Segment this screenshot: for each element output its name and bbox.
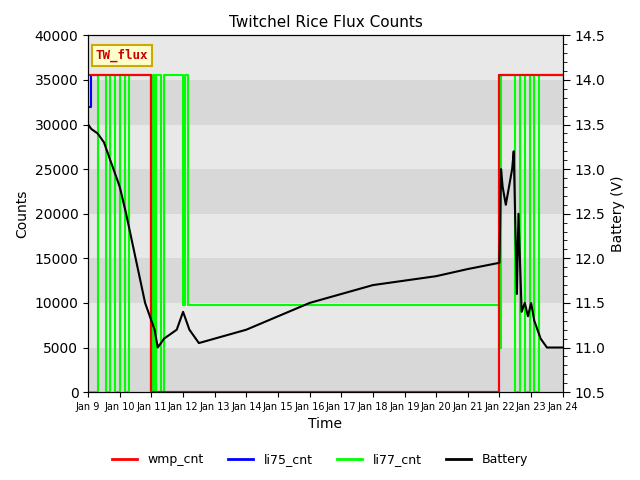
Y-axis label: Battery (V): Battery (V) bbox=[611, 176, 625, 252]
Bar bbox=[88, 214, 563, 258]
X-axis label: Time: Time bbox=[308, 418, 342, 432]
Bar bbox=[88, 258, 563, 303]
Title: Twitchel Rice Flux Counts: Twitchel Rice Flux Counts bbox=[228, 15, 422, 30]
Legend: wmp_cnt, li75_cnt, li77_cnt, Battery: wmp_cnt, li75_cnt, li77_cnt, Battery bbox=[107, 448, 533, 471]
Bar bbox=[88, 348, 563, 392]
Bar bbox=[88, 80, 563, 124]
Bar bbox=[88, 169, 563, 214]
Bar bbox=[88, 303, 563, 348]
Text: TW_flux: TW_flux bbox=[95, 48, 148, 62]
Bar bbox=[88, 36, 563, 80]
Y-axis label: Counts: Counts bbox=[15, 190, 29, 238]
Bar bbox=[88, 124, 563, 169]
